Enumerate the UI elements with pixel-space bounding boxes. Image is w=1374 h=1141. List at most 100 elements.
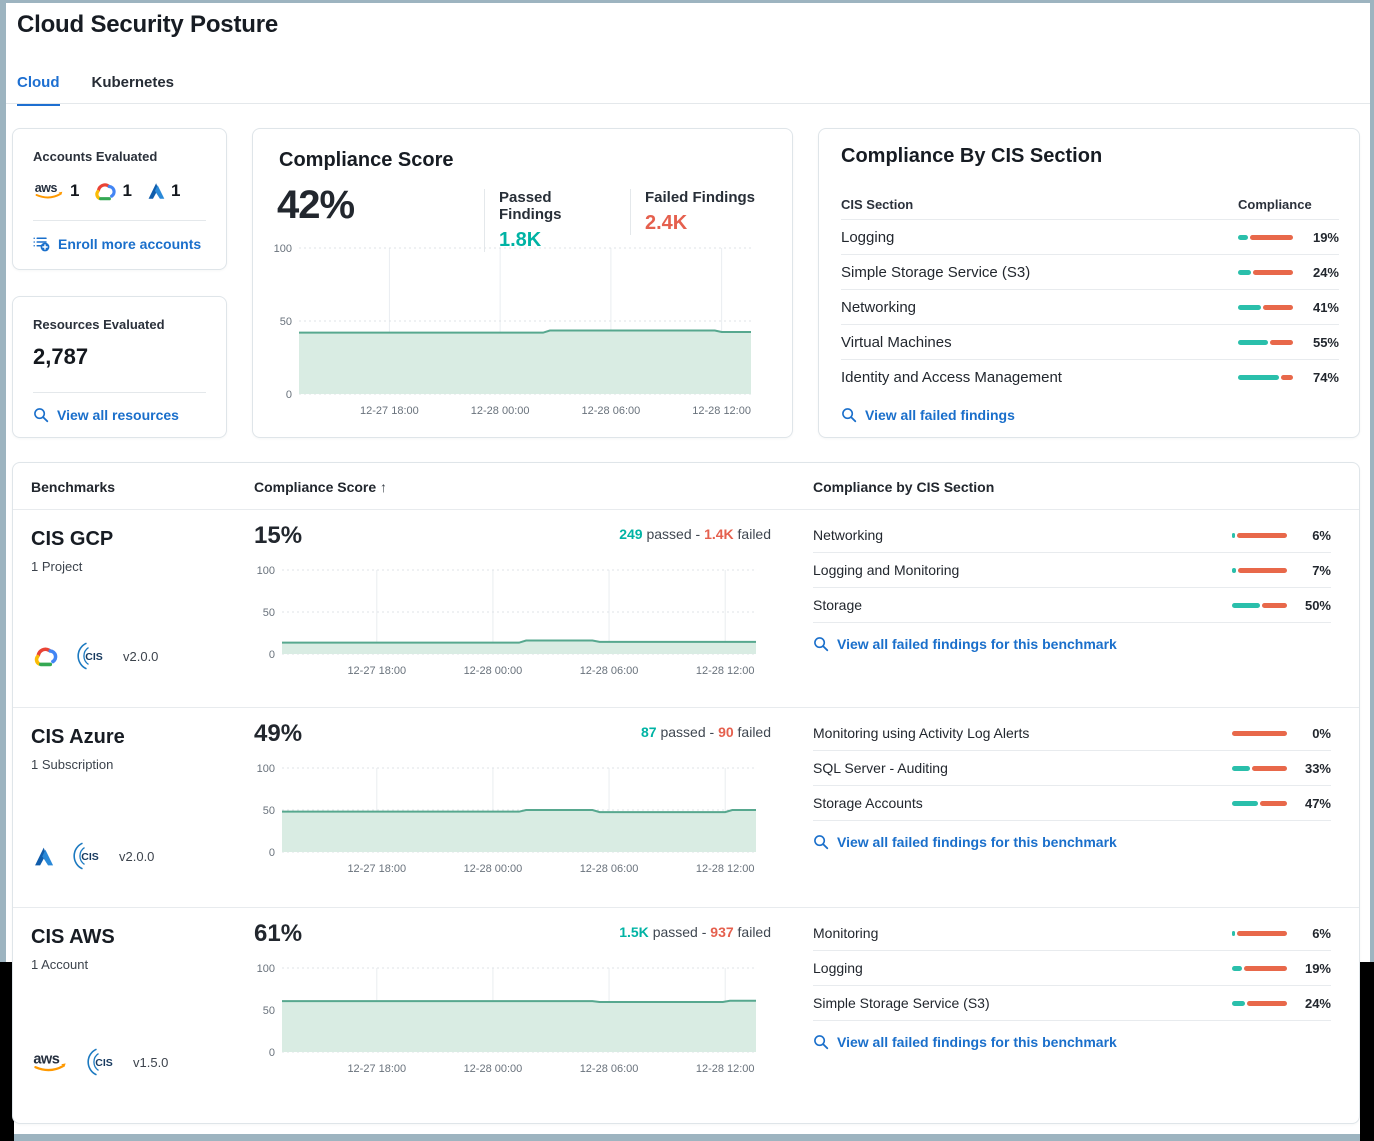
benchmark-scope: 1 Account: [31, 957, 89, 972]
benchmark-row-cis-aws: CIS AWS 1 Account aws CIS v1.5.0 61% 1.5…: [13, 907, 1359, 1123]
svg-text:12-28 00:00: 12-28 00:00: [464, 863, 523, 875]
section-row: Logging and Monitoring 7%: [813, 553, 1331, 588]
view-failed-findings-benchmark-link[interactable]: View all failed findings for this benchm…: [813, 834, 1331, 850]
cis-gcp-trend-chart: 12-27 18:00 12-28 00:00 12-28 06:00 12-28 1…: [252, 564, 764, 680]
benchmark-row-cis-gcp: CIS GCP 1 Project CIS v2.0.0 15% 249 pas…: [13, 509, 1359, 707]
benchmarks-table-card: Benchmarks Compliance Score ↑ Compliance…: [12, 462, 1360, 1124]
compliance-bar: [1238, 234, 1293, 240]
cis-azure-trend-chart: 12-27 18:00 12-28 00:00 12-28 06:00 12-28 1…: [252, 762, 764, 878]
benchmark-score: 15%: [254, 522, 303, 549]
aws-count: 1: [70, 181, 80, 200]
svg-text:100: 100: [274, 243, 292, 255]
sort-ascending-icon: ↑: [380, 479, 388, 495]
view-failed-findings-benchmark-link[interactable]: View all failed findings for this benchm…: [813, 1034, 1331, 1050]
cis-aws-trend-chart: 12-27 18:00 12-28 00:00 12-28 06:00 12-28 1…: [252, 962, 764, 1078]
svg-text:CIS: CIS: [81, 851, 99, 863]
compliance-bar: [1232, 730, 1287, 736]
cis-logo-icon: CIS: [85, 1046, 117, 1078]
window-frame-top: [0, 0, 1374, 3]
desktop-background-right: [1360, 962, 1374, 1141]
compliance-score-title: Compliance Score: [279, 149, 454, 171]
passed-failed-summary: 87 passed - 90 failed: [641, 724, 771, 740]
view-all-resources-link[interactable]: View all resources: [33, 407, 206, 423]
search-icon: [33, 407, 49, 423]
compliance-bar: [1232, 765, 1287, 771]
svg-text:12-28 12:00: 12-28 12:00: [696, 665, 755, 677]
benchmark-row-cis-azure: CIS Azure 1 Subscription CIS v2.0.0 49% …: [13, 707, 1359, 907]
view-failed-findings-benchmark-link[interactable]: View all failed findings for this benchm…: [813, 636, 1331, 652]
compliance-bar: [1232, 930, 1287, 936]
aws-logo-icon: aws: [33, 180, 65, 202]
svg-text:12-28 06:00: 12-28 06:00: [580, 1063, 639, 1075]
svg-text:CIS: CIS: [95, 1057, 113, 1069]
compliance-bar: [1232, 602, 1287, 608]
compliance-bar: [1232, 567, 1287, 573]
search-icon: [813, 636, 829, 652]
failed-findings-label: Failed Findings: [645, 189, 756, 206]
passed-failed-summary: 1.5K passed - 937 failed: [619, 924, 771, 940]
cis-sections-column-header: Compliance by CIS Section: [813, 479, 995, 495]
svg-text:12-28 00:00: 12-28 00:00: [464, 1063, 523, 1075]
benchmark-name: CIS GCP: [31, 528, 114, 550]
azure-logo-icon: [145, 181, 166, 201]
svg-text:12-27 18:00: 12-27 18:00: [347, 665, 406, 677]
window-frame-right: [1370, 0, 1374, 962]
cis-row-s3: Simple Storage Service (S3) 24%: [841, 254, 1339, 289]
tab-cloud[interactable]: Cloud: [17, 74, 60, 106]
svg-text:12-28 00:00: 12-28 00:00: [471, 405, 530, 417]
svg-text:12-28 12:00: 12-28 12:00: [692, 405, 751, 417]
svg-text:50: 50: [263, 607, 275, 619]
cis-logo-icon: CIS: [71, 840, 103, 872]
svg-text:12-28 06:00: 12-28 06:00: [580, 863, 639, 875]
cis-row-virtual-machines: Virtual Machines 55%: [841, 324, 1339, 359]
resources-count: 2,787: [33, 344, 89, 369]
svg-text:12-27 18:00: 12-27 18:00: [347, 1063, 406, 1075]
svg-text:CIS: CIS: [85, 651, 103, 663]
gcp-logo-icon: [31, 645, 59, 668]
desktop-background-left: [0, 962, 14, 1141]
compliance-score-column-header[interactable]: Compliance Score ↑: [254, 479, 388, 495]
passed-findings-stat: Passed Findings 1.8K: [484, 189, 616, 252]
view-all-failed-findings-link[interactable]: View all failed findings: [841, 407, 1015, 423]
resources-evaluated-card: Resources Evaluated 2,787 View all resou…: [12, 296, 227, 438]
accounts-evaluated-title: Accounts Evaluated: [33, 149, 158, 164]
svg-text:12-27 18:00: 12-27 18:00: [347, 863, 406, 875]
compliance-bar: [1238, 304, 1293, 310]
compliance-bar: [1232, 965, 1287, 971]
divider: [33, 392, 206, 393]
svg-text:12-28 06:00: 12-28 06:00: [582, 405, 641, 417]
section-row: Logging 19%: [813, 951, 1331, 986]
enroll-more-accounts-link[interactable]: Enroll more accounts: [33, 235, 206, 252]
benchmarks-header-row: Benchmarks Compliance Score ↑ Compliance…: [13, 463, 1359, 509]
cis-logo-icon: CIS: [75, 640, 107, 672]
azure-logo-icon: [31, 845, 55, 868]
page-title: Cloud Security Posture: [17, 11, 278, 38]
search-icon: [841, 407, 857, 423]
cis-row-iam: Identity and Access Management 74%: [841, 359, 1339, 394]
tab-bar: Cloud Kubernetes: [17, 74, 174, 106]
svg-text:aws: aws: [33, 1051, 59, 1067]
section-row: Networking 6%: [813, 518, 1331, 553]
passed-findings-label: Passed Findings: [499, 189, 562, 223]
cis-section-table: CIS Section Compliance Logging 19% Simpl…: [841, 189, 1339, 394]
benchmark-score: 61%: [254, 920, 303, 947]
benchmark-score: 49%: [254, 720, 303, 747]
aws-account-count: aws 1: [33, 180, 80, 202]
benchmark-name: CIS AWS: [31, 926, 115, 948]
compliance-bar: [1232, 1000, 1287, 1006]
svg-text:0: 0: [286, 389, 292, 401]
cis-gcp-sections: Networking 6% Logging and Monitoring 7% …: [813, 518, 1331, 652]
cis-azure-sections: Monitoring using Activity Log Alerts 0% …: [813, 716, 1331, 850]
compliance-score-value: 42%: [277, 183, 355, 227]
azure-count: 1: [170, 181, 181, 200]
azure-account-count: 1: [145, 181, 180, 201]
benchmark-scope: 1 Subscription: [31, 757, 114, 772]
svg-text:100: 100: [257, 963, 275, 975]
gcp-count: 1: [122, 181, 132, 200]
tab-kubernetes[interactable]: Kubernetes: [91, 74, 175, 91]
svg-text:aws: aws: [35, 181, 58, 195]
search-icon: [813, 834, 829, 850]
compliance-bar: [1238, 339, 1293, 345]
cis-row-networking: Networking 41%: [841, 289, 1339, 324]
cis-row-logging: Logging 19%: [841, 219, 1339, 254]
